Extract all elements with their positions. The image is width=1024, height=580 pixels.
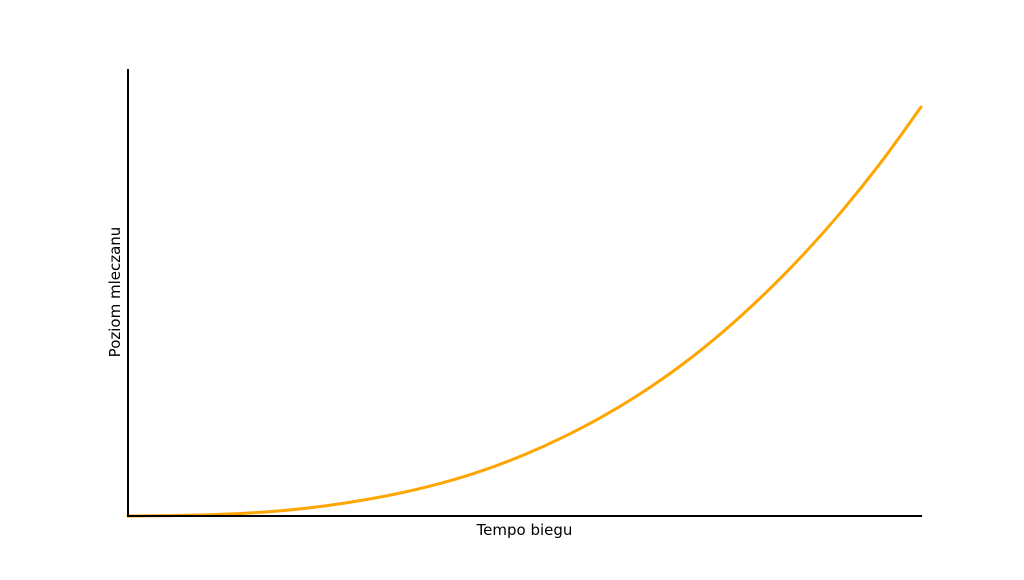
series-line: [126, 105, 923, 518]
y-axis-label: Poziom mleczanu: [106, 227, 124, 358]
x-axis-label: Tempo biegu: [476, 521, 573, 539]
